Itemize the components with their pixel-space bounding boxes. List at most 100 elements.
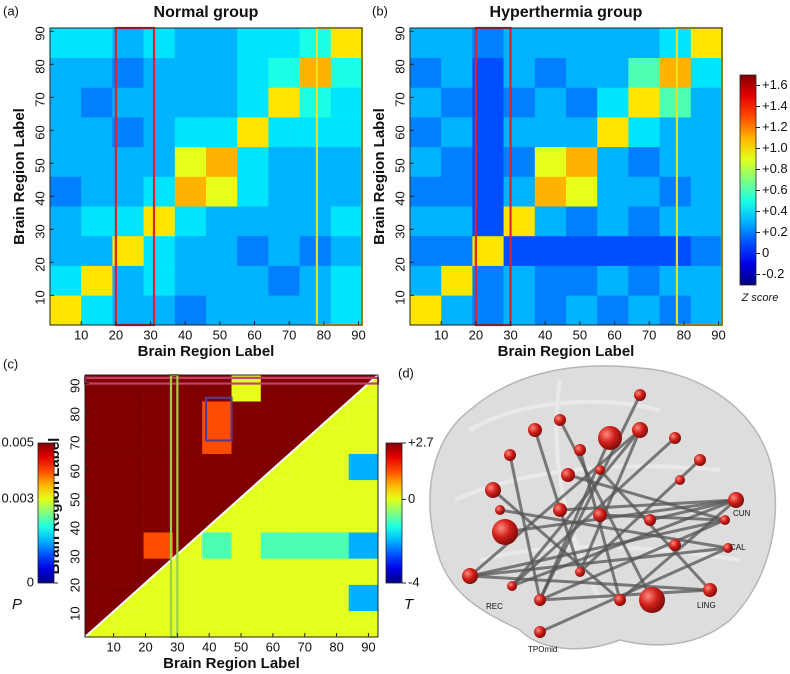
- lower-cell: [319, 479, 349, 507]
- heatmap-cell: [81, 57, 113, 88]
- network-edge: [469, 518, 726, 578]
- y-tick-label: 30: [67, 549, 82, 563]
- heatmap-cell: [330, 146, 363, 177]
- lower-cell: [348, 479, 379, 507]
- heatmap-cell: [143, 265, 176, 296]
- network-edge: [567, 473, 726, 522]
- x-axis-label: Brain Region Label: [163, 655, 300, 672]
- heatmap-cell: [597, 28, 629, 58]
- x-tick-label: 70: [642, 327, 656, 342]
- y-tick-label: 80: [32, 59, 47, 73]
- y-tick-label: 60: [67, 464, 82, 478]
- lower-cell: [319, 610, 349, 638]
- heatmap-cell: [112, 176, 144, 207]
- network-node: [614, 594, 626, 606]
- heatmap-cell: [534, 265, 567, 296]
- x-tick-label: 40: [202, 639, 216, 654]
- heatmap-cell: [112, 28, 144, 58]
- heatmap-cell: [410, 87, 442, 118]
- upper-cell: [231, 427, 262, 454]
- heatmap-cell: [659, 57, 692, 88]
- x-tick-label: 20: [469, 327, 483, 342]
- heatmap-cell: [174, 176, 207, 207]
- heatmap-cell: [503, 176, 536, 207]
- heatmap-cell: [112, 87, 144, 118]
- upper-cell: [85, 375, 115, 402]
- colorbar-label: T: [404, 596, 415, 613]
- heatmap-cell: [597, 235, 629, 266]
- lower-cell: [231, 532, 262, 559]
- x-tick-label: 20: [109, 327, 123, 342]
- colorbar-tick-label: +1.0: [762, 140, 788, 155]
- heatmap-cell: [81, 235, 113, 266]
- heatmap-cell: [299, 295, 332, 326]
- y-tick-label: 50: [67, 492, 82, 506]
- heatmap-cell: [690, 87, 723, 118]
- heatmap-cell: [237, 87, 269, 118]
- network-node: [553, 503, 567, 517]
- lower-cell: [231, 584, 262, 612]
- lower-cell: [231, 558, 262, 585]
- network-node: [462, 568, 478, 584]
- heatmap-cell: [299, 146, 332, 177]
- heatmap-cell: [237, 117, 269, 148]
- lower-cell: [290, 584, 320, 612]
- node-label: CAL: [730, 543, 746, 552]
- heatmap-cell: [566, 57, 598, 88]
- lower-cell: [348, 532, 379, 559]
- upper-cell: [231, 401, 262, 428]
- heatmap-cell: [268, 57, 300, 88]
- heatmap-cell: [659, 117, 692, 148]
- lower-cell: [319, 427, 349, 454]
- heatmap-cell: [628, 57, 660, 88]
- colorbar-tick-label: +1.4: [762, 98, 788, 113]
- colorbar-tick-label: +0.2: [762, 224, 788, 239]
- heatmap-cell: [174, 235, 207, 266]
- upper-cell: [114, 401, 144, 428]
- heatmap-cell: [659, 146, 692, 177]
- heatmap-cell: [441, 235, 473, 266]
- y-tick-label: 90: [392, 26, 407, 40]
- heatmap-cell: [441, 206, 473, 237]
- heatmap-cell: [597, 146, 629, 177]
- colorbar-tick-label: +0.6: [762, 182, 788, 197]
- plot-frame: [49, 27, 363, 326]
- heatmap-cell: [410, 265, 442, 296]
- lower-cell: [260, 584, 291, 612]
- heatmap-cell: [81, 206, 113, 237]
- x-tick-label: 60: [266, 639, 280, 654]
- highlight-box: [204, 396, 233, 442]
- upper-cell: [143, 401, 174, 428]
- lower-cell: [114, 610, 144, 638]
- heatmap-cell: [268, 117, 300, 148]
- upper-cell: [85, 558, 115, 585]
- upper-cell: [143, 479, 174, 507]
- y-tick-label: 70: [392, 92, 407, 106]
- network-node: [598, 426, 622, 450]
- heatmap-cell: [503, 87, 536, 118]
- x-tick-label: 30: [170, 639, 184, 654]
- upper-cell: [260, 375, 291, 402]
- heatmap-cell: [628, 117, 660, 148]
- colorbar-tick-label: 0: [408, 491, 415, 506]
- heatmap-cell: [174, 206, 207, 237]
- panel-label: (b): [372, 3, 388, 18]
- heatmap-cell: [299, 176, 332, 207]
- x-tick-label: 40: [178, 327, 192, 342]
- upper-cell: [114, 375, 144, 402]
- heatmap-cell: [534, 28, 567, 58]
- heatmap-cell: [143, 295, 176, 326]
- heatmap-cell: [410, 117, 442, 148]
- lower-cell: [290, 558, 320, 585]
- network-node: [644, 514, 656, 526]
- upper-cell: [85, 532, 115, 559]
- heatmap-cell: [534, 176, 567, 207]
- heatmap-cell: [659, 235, 692, 266]
- lower-cell: [260, 532, 291, 559]
- network-node: [495, 505, 505, 515]
- heatmap-cell: [410, 28, 442, 58]
- panel-label: (d): [398, 365, 414, 380]
- y-tick-label: 40: [32, 191, 47, 205]
- lower-cell: [143, 584, 174, 612]
- heatmap-cell: [472, 176, 504, 207]
